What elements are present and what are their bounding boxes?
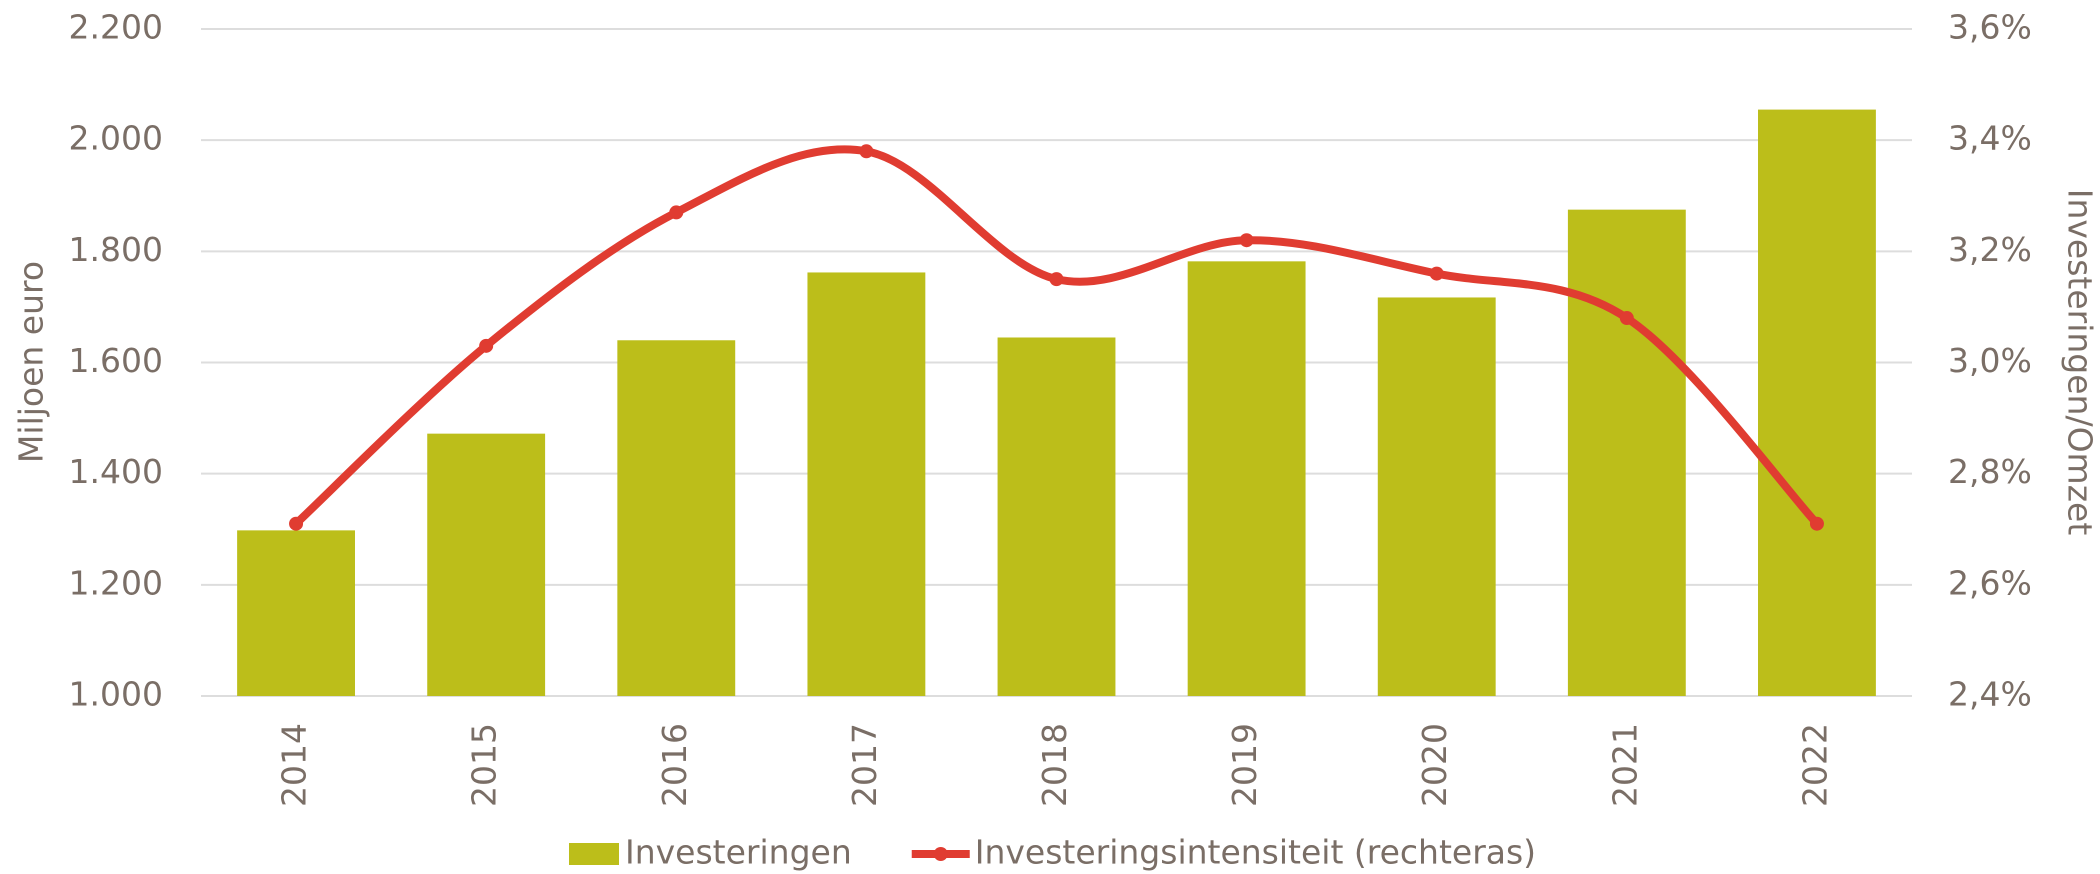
bar bbox=[997, 337, 1116, 696]
y2-axis-title: Investeringen/Omzet bbox=[2061, 189, 2100, 536]
line-marker bbox=[1049, 272, 1064, 287]
line-marker bbox=[289, 516, 304, 531]
y2-tick-label: 3,0% bbox=[1948, 341, 2032, 380]
y-tick-label: 1.200 bbox=[69, 563, 163, 602]
bar bbox=[1377, 297, 1496, 696]
legend-label: Investeringen bbox=[625, 833, 852, 872]
x-tick-label: 2018 bbox=[1035, 723, 1074, 807]
y-tick-label: 1.600 bbox=[69, 341, 163, 380]
x-tick-label: 2017 bbox=[845, 723, 884, 807]
y-tick-label: 1.800 bbox=[69, 230, 163, 269]
line-marker bbox=[669, 205, 684, 220]
x-tick-label: 2019 bbox=[1225, 723, 1264, 807]
line-marker bbox=[1809, 516, 1824, 531]
x-tick-label: 2021 bbox=[1605, 723, 1644, 807]
line-marker bbox=[479, 338, 494, 353]
bar bbox=[1187, 261, 1306, 696]
line-marker bbox=[859, 144, 874, 159]
line-marker bbox=[1239, 233, 1254, 248]
bar bbox=[237, 530, 355, 696]
y2-tick-label: 3,2% bbox=[1948, 230, 2032, 269]
y2-tick-label: 2,8% bbox=[1948, 452, 2032, 491]
y2-tick-label: 2,6% bbox=[1948, 563, 2032, 602]
x-tick-label: 2015 bbox=[465, 723, 504, 807]
bar bbox=[617, 340, 736, 696]
bar bbox=[807, 272, 926, 696]
bar bbox=[1567, 209, 1686, 697]
y-tick-label: 2.200 bbox=[69, 8, 163, 47]
bar bbox=[427, 433, 546, 696]
bar bbox=[1758, 109, 1876, 697]
y2-tick-label: 3,6% bbox=[1948, 8, 2032, 47]
x-tick-label: 2022 bbox=[1795, 723, 1834, 807]
line-marker bbox=[1619, 311, 1634, 326]
x-tick-label: 2014 bbox=[275, 723, 314, 807]
y-tick-label: 1.400 bbox=[69, 452, 163, 491]
x-tick-label: 2016 bbox=[655, 723, 694, 807]
legend-label: Investeringsintensiteit (rechteras) bbox=[975, 833, 1536, 872]
y2-tick-label: 2,4% bbox=[1948, 675, 2032, 714]
y-tick-label: 1.000 bbox=[69, 675, 163, 714]
y-axis-title: Miljoen euro bbox=[12, 261, 51, 463]
legend-swatch bbox=[569, 843, 619, 865]
x-tick-label: 2020 bbox=[1415, 723, 1454, 807]
y-tick-label: 2.000 bbox=[69, 119, 163, 158]
legend-marker bbox=[933, 847, 948, 861]
y2-tick-label: 3,4% bbox=[1948, 119, 2032, 158]
line-marker bbox=[1429, 266, 1444, 281]
